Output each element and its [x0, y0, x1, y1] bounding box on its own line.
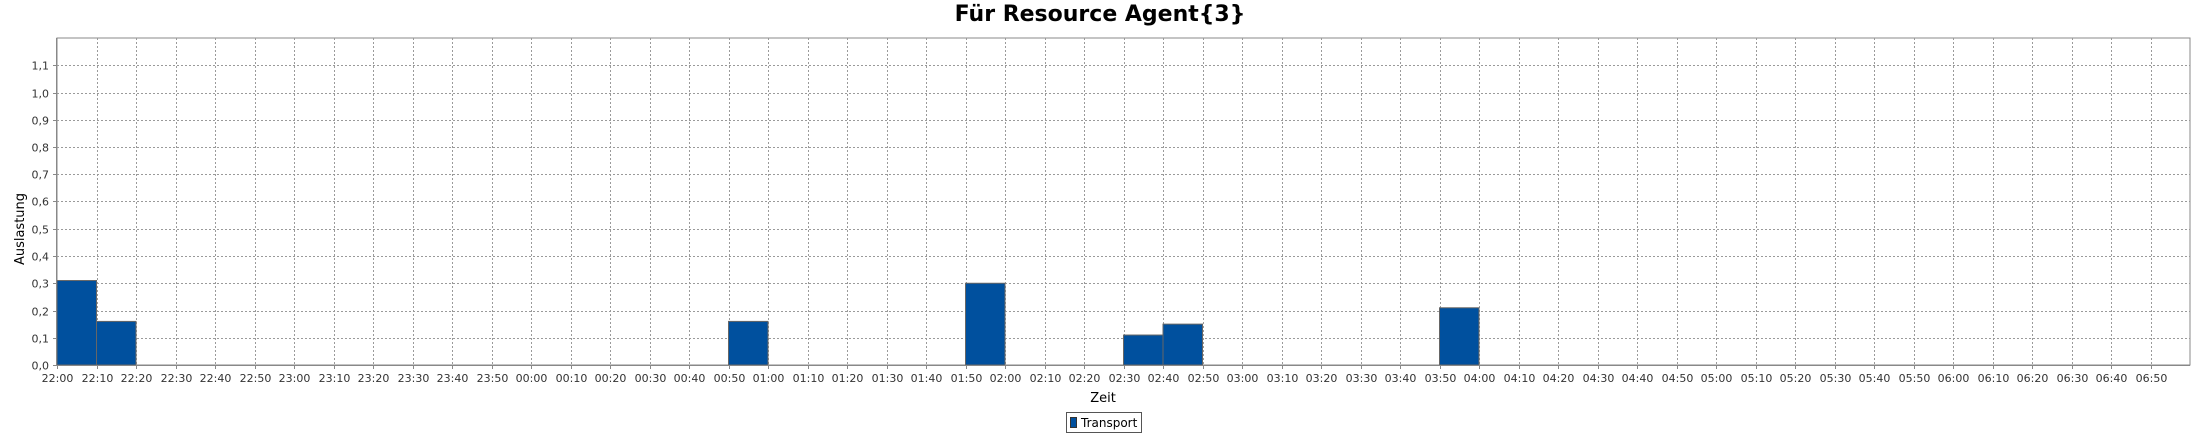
y-tick-label: 0,5 — [32, 224, 50, 237]
y-tick-label: 0,8 — [32, 142, 50, 155]
x-tick-label: 00:20 — [595, 372, 627, 385]
y-tick-label: 1,1 — [32, 60, 50, 73]
x-tick-label: 02:10 — [1030, 372, 1062, 385]
x-tick-label: 02:40 — [1148, 372, 1180, 385]
x-tick-label: 23:40 — [437, 372, 469, 385]
x-tick-label: 05:40 — [1859, 372, 1891, 385]
bar-transport-0230 — [1123, 334, 1164, 366]
x-tick-label: 04:20 — [1543, 372, 1575, 385]
x-tick-label: 04:50 — [1662, 372, 1694, 385]
x-tick-label: 01:00 — [753, 372, 785, 385]
x-tick-label: 01:30 — [872, 372, 904, 385]
y-tick-label: 0,6 — [32, 196, 50, 209]
y-tick-label: 0,2 — [32, 306, 50, 319]
y-axis-title: Auslastung — [13, 193, 28, 265]
x-tick-label: 02:20 — [1069, 372, 1101, 385]
grid-lines — [56, 37, 2191, 366]
bar-transport-2200 — [56, 280, 97, 366]
x-tick-label: 04:40 — [1622, 372, 1654, 385]
x-tick-label: 22:50 — [240, 372, 272, 385]
x-tick-label: 00:00 — [516, 372, 548, 385]
x-axis-title: Zeit — [1090, 391, 1116, 406]
x-tick-label: 05:00 — [1701, 372, 1733, 385]
x-tick-label: 06:50 — [2136, 372, 2168, 385]
bar-series — [56, 280, 1480, 366]
x-tick-label: 02:30 — [1109, 372, 1141, 385]
bar-transport-2210 — [96, 320, 137, 366]
x-tick-label: 22:20 — [121, 372, 153, 385]
x-tick-label: 01:20 — [832, 372, 864, 385]
y-tick-label: 0,0 — [32, 360, 50, 373]
y-tick-label: 0,7 — [32, 169, 50, 182]
x-tick-label: 06:20 — [2017, 372, 2049, 385]
x-tick-label: 03:30 — [1346, 372, 1378, 385]
x-tick-label: 06:30 — [2057, 372, 2089, 385]
x-tick-label: 01:10 — [793, 372, 825, 385]
legend: Transport — [1066, 412, 1143, 433]
x-tick-label: 04:00 — [1464, 372, 1496, 385]
x-tick-label: 01:40 — [911, 372, 943, 385]
x-tick-label: 22:00 — [42, 372, 74, 385]
x-tick-label: 03:50 — [1425, 372, 1457, 385]
x-tick-label: 06:10 — [1978, 372, 2010, 385]
bar-transport-0240 — [1162, 323, 1203, 366]
x-tick-label: 03:40 — [1385, 372, 1417, 385]
x-tick-label: 04:10 — [1504, 372, 1536, 385]
x-tick-label: 06:00 — [1938, 372, 1970, 385]
x-tick-label: 23:10 — [319, 372, 351, 385]
bar-transport-0050 — [728, 320, 769, 366]
y-tick-label: 0,1 — [32, 333, 50, 346]
x-tick-label: 03:00 — [1227, 372, 1259, 385]
x-tick-label: 00:30 — [635, 372, 667, 385]
x-tick-label: 23:50 — [477, 372, 509, 385]
x-tick-label: 03:20 — [1306, 372, 1338, 385]
x-tick-label: 05:10 — [1741, 372, 1773, 385]
legend-label-transport: Transport — [1081, 415, 1138, 430]
x-tick-label: 05:20 — [1780, 372, 1812, 385]
x-tick-label: 23:00 — [279, 372, 311, 385]
chart-title: Für Resource Agent{3} — [954, 2, 1246, 27]
legend-swatch-transport — [1070, 417, 1077, 428]
x-tick-label: 23:20 — [358, 372, 390, 385]
y-tick-label: 0,9 — [32, 115, 50, 128]
x-tick-label: 00:50 — [714, 372, 746, 385]
x-tick-label: 01:50 — [951, 372, 983, 385]
x-tick-label: 05:50 — [1899, 372, 1931, 385]
x-tick-label: 22:40 — [200, 372, 232, 385]
y-tick-label: 0,4 — [32, 251, 50, 264]
bar-transport-0150 — [965, 282, 1006, 366]
bar-transport-0350 — [1439, 307, 1480, 366]
x-tick-label: 05:30 — [1820, 372, 1852, 385]
x-tick-label: 02:00 — [990, 372, 1022, 385]
x-tick-label: 04:30 — [1583, 372, 1615, 385]
y-tick-label: 1,0 — [32, 88, 50, 101]
y-tick-label: 0,3 — [32, 278, 50, 291]
x-tick-label: 00:10 — [556, 372, 588, 385]
axes: 0,0 0,1 0,2 0,3 0,4 0,5 0,6 0,7 0,8 0,9 1,0 1,1 22:0… — [32, 38, 2190, 385]
x-tick-label: 22:30 — [161, 372, 193, 385]
x-tick-label: 23:30 — [398, 372, 430, 385]
x-tick-label: 02:50 — [1188, 372, 1220, 385]
x-tick-label: 06:40 — [2096, 372, 2128, 385]
x-tick-label: 03:10 — [1267, 372, 1299, 385]
x-tick-label: 00:40 — [674, 372, 706, 385]
x-tick-label: 22:10 — [82, 372, 114, 385]
